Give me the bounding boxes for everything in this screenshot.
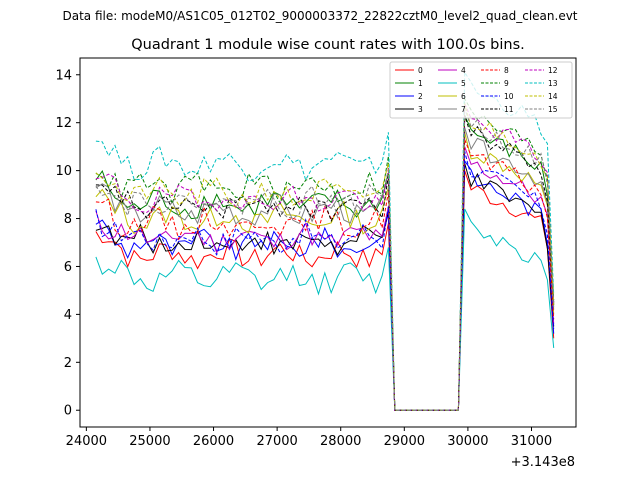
legend-label-6: 6 bbox=[461, 92, 466, 101]
series-line-6 bbox=[95, 132, 555, 411]
legend-label-7: 7 bbox=[461, 105, 466, 114]
legend-label-15: 15 bbox=[548, 105, 558, 114]
x-offset-label: +3.143e8 bbox=[511, 455, 575, 470]
legend-label-12: 12 bbox=[548, 66, 558, 75]
plot-frame bbox=[79, 57, 577, 428]
series-line-15 bbox=[95, 108, 555, 411]
legend-label-11: 11 bbox=[504, 105, 514, 114]
series-line-10 bbox=[95, 151, 555, 411]
y-tick-label: 6 bbox=[64, 260, 72, 275]
legend-label-5: 5 bbox=[461, 79, 466, 88]
legend-label-3: 3 bbox=[418, 105, 423, 114]
legend-label-4: 4 bbox=[461, 66, 466, 75]
x-tick-label: 25000 bbox=[129, 434, 170, 449]
series-line-3 bbox=[95, 163, 555, 411]
legend-label-9: 9 bbox=[504, 79, 509, 88]
y-tick-label: 12 bbox=[55, 116, 72, 131]
series-line-5 bbox=[95, 208, 555, 411]
legend-label-8: 8 bbox=[504, 66, 509, 75]
y-tick-label: 2 bbox=[64, 356, 72, 371]
series-line-7 bbox=[95, 127, 555, 411]
y-tick-label: 8 bbox=[64, 212, 72, 227]
chart-title: Quadrant 1 module wise count rates with … bbox=[131, 37, 525, 53]
legend-label-2: 2 bbox=[418, 92, 423, 101]
y-tick-label: 4 bbox=[64, 308, 72, 323]
legend-label-0: 0 bbox=[418, 66, 423, 75]
y-axis: 0 2 4 6 8 10 12 14 bbox=[55, 68, 80, 419]
y-tick-label: 10 bbox=[55, 164, 72, 179]
legend-label-13: 13 bbox=[548, 79, 558, 88]
series-line-13 bbox=[95, 70, 555, 411]
legend-label-14: 14 bbox=[548, 92, 558, 101]
x-tick-label: 28000 bbox=[320, 434, 361, 449]
x-axis: 24000 25000 26000 27000 28000 29000 30000 31000 bbox=[66, 427, 552, 449]
x-tick-label: 24000 bbox=[66, 434, 107, 449]
series-line-11 bbox=[95, 115, 555, 411]
series-line-12 bbox=[95, 103, 555, 411]
x-tick-label: 31000 bbox=[511, 434, 552, 449]
series-layer bbox=[95, 70, 555, 411]
legend-label-1: 1 bbox=[418, 79, 423, 88]
series-line-8 bbox=[95, 139, 555, 411]
x-tick-label: 26000 bbox=[193, 434, 234, 449]
x-tick-label: 27000 bbox=[256, 434, 297, 449]
legend-label-10: 10 bbox=[504, 92, 514, 101]
x-tick-label: 30000 bbox=[447, 434, 488, 449]
series-line-2 bbox=[95, 159, 555, 411]
series-line-14 bbox=[95, 103, 555, 411]
x-tick-label: 29000 bbox=[384, 434, 425, 449]
y-tick-label: 0 bbox=[64, 404, 72, 419]
chart-suptitle: Data file: modeM0/AS1C05_012T02_90000033… bbox=[62, 9, 577, 23]
series-line-1 bbox=[95, 115, 555, 411]
y-tick-label: 14 bbox=[55, 68, 72, 83]
legend-box bbox=[389, 61, 573, 119]
